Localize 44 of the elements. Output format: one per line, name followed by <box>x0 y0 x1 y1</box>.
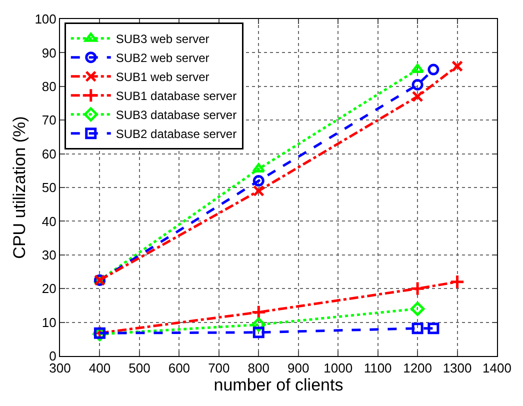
y-tick-label: 70 <box>42 112 56 128</box>
legend-label: SUB1 database server <box>116 89 237 104</box>
legend-label: SUB3 web server <box>116 32 210 46</box>
point <box>251 304 266 320</box>
legend-label: SUB2 web server <box>116 51 210 66</box>
x-tick-label: 400 <box>88 360 111 376</box>
y-tick-label: 30 <box>42 247 56 262</box>
x-tick-label: 600 <box>168 360 190 376</box>
x-tick-label: 1300 <box>442 360 472 376</box>
x-tick-label: 1100 <box>364 360 392 376</box>
x-axis-title: number of clients <box>214 376 344 395</box>
y-tick-label: 50 <box>42 180 56 196</box>
y-tick-label: 10 <box>42 314 56 330</box>
y-tick-label: 90 <box>42 45 56 60</box>
y-tick-label: 80 <box>42 78 56 94</box>
legend-label: SUB3 database server <box>116 108 237 122</box>
x-tick-label: 500 <box>128 360 150 376</box>
y-tick-label: 100 <box>34 12 56 27</box>
point <box>412 78 424 90</box>
point <box>428 322 440 334</box>
x-tick-label: 1400 <box>482 360 512 376</box>
point <box>252 326 264 338</box>
x-tick-label: 1200 <box>403 360 432 376</box>
y-tick-label: 20 <box>42 281 56 296</box>
legend-label: SUB2 database server <box>116 127 237 142</box>
point <box>411 64 424 74</box>
x-tick-label: 700 <box>208 360 230 376</box>
y-axis-title: CPU utilization (%) <box>10 116 30 259</box>
y-tick-label: 40 <box>42 214 56 229</box>
point <box>252 163 266 172</box>
point <box>410 302 425 316</box>
point <box>412 90 424 102</box>
point <box>252 175 264 187</box>
point <box>252 185 264 197</box>
point <box>428 64 440 76</box>
x-tick-label: 900 <box>288 360 310 376</box>
y-tick-label: 60 <box>42 146 56 162</box>
point <box>410 281 426 296</box>
x-tick-label: 1000 <box>324 360 353 376</box>
point <box>412 322 424 334</box>
point <box>450 274 465 290</box>
point <box>452 60 464 72</box>
legend-label: SUB1 web server <box>116 70 210 84</box>
x-tick-label: 800 <box>248 360 270 376</box>
